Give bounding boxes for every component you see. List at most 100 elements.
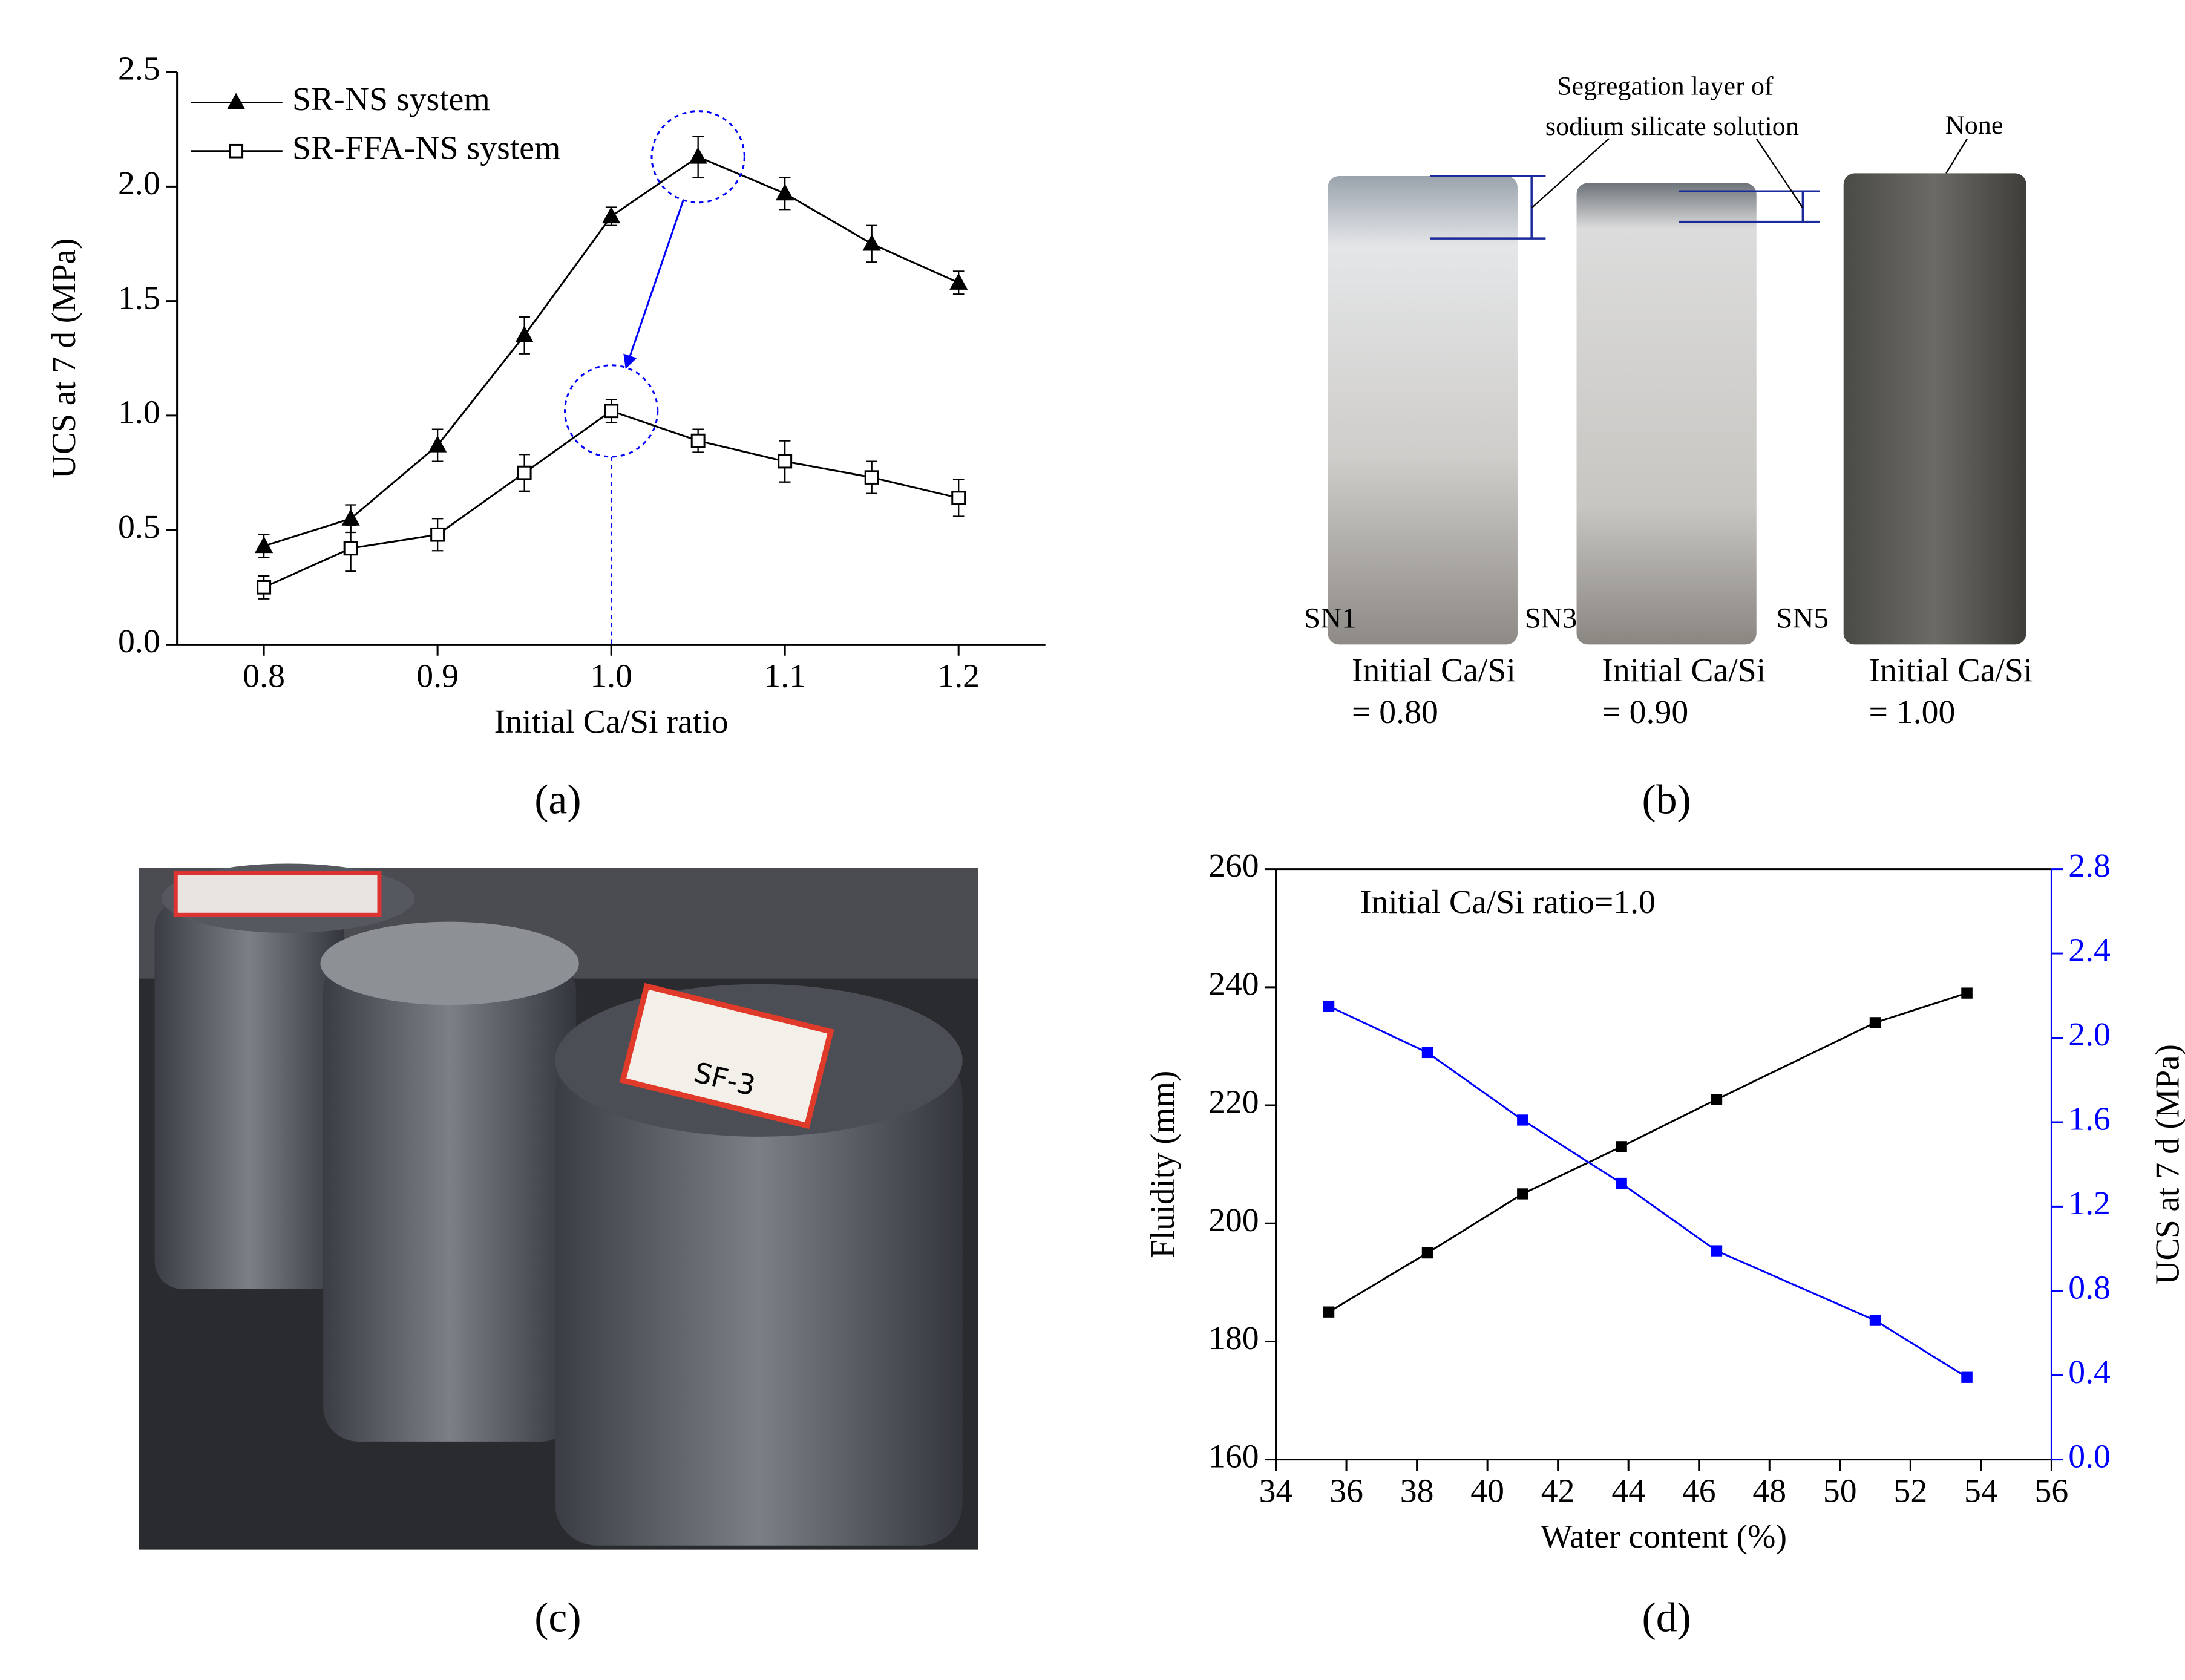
highlight-circle: [564, 364, 659, 458]
specimen-cylinder: [1576, 183, 1757, 645]
x-axis-label: Water content (%): [1541, 1518, 1787, 1555]
marker: [864, 470, 879, 485]
marker: [343, 541, 358, 556]
marker: [949, 273, 968, 290]
marker: [776, 183, 794, 201]
y-tick-label: 200: [1208, 1201, 1259, 1238]
photo-b: Segregation layer of sodium silicate sol…: [1304, 72, 2033, 823]
legend-label: SR-NS system: [292, 81, 490, 118]
marker: [257, 580, 272, 595]
panel-label: (a): [534, 776, 581, 822]
x-tick-label: 34: [1259, 1472, 1293, 1509]
x-tick-label: 44: [1611, 1472, 1645, 1509]
marker: [604, 404, 619, 419]
marker: [778, 454, 793, 469]
x-tick-label: 46: [1682, 1472, 1716, 1509]
marker: [428, 436, 447, 453]
x-tick-label: 42: [1541, 1472, 1575, 1509]
marker: [1517, 1114, 1528, 1126]
y-tick-label: 1.5: [118, 279, 160, 316]
specimen-top: [320, 921, 579, 1005]
marker: [862, 234, 881, 251]
specimen-caption: = 0.90: [1602, 693, 1688, 730]
segregation-markers: [1430, 175, 1820, 240]
y-tick-label: 220: [1208, 1084, 1259, 1120]
y-axis-label: Fluidity (mm): [1144, 1071, 1181, 1258]
annotation: None: [1945, 111, 2003, 140]
marker: [1421, 1247, 1433, 1259]
marker: [517, 465, 532, 480]
y-tick-label: 2.5: [118, 50, 160, 87]
marker: [1517, 1188, 1528, 1200]
marker: [341, 509, 360, 526]
specimen: [323, 956, 577, 1442]
y2-tick-label: 1.6: [2068, 1100, 2111, 1137]
x-axis-label: Initial Ca/Si ratio: [494, 703, 729, 740]
y2-tick-label: 2.8: [2068, 848, 2111, 884]
annotation: sodium silicate solution: [1545, 112, 1799, 141]
y2-axis-label: UCS at 7 d (MPa): [2149, 1044, 2185, 1284]
y2-tick-label: 2.0: [2068, 1016, 2111, 1053]
y2-tick-label: 0.0: [2068, 1438, 2111, 1475]
x-tick-label: 56: [2035, 1472, 2069, 1509]
y-tick-label: 260: [1208, 848, 1259, 884]
specimen-caption: Initial Ca/Si: [1869, 652, 2033, 688]
specimen: [555, 1053, 963, 1546]
y-tick-label: 2.0: [118, 165, 160, 201]
y-tick-label: 1.0: [118, 394, 160, 431]
y2-tick-label: 0.4: [2068, 1353, 2111, 1390]
leader-lines: [1531, 138, 1968, 209]
annotation: Segregation layer of: [1557, 72, 1774, 101]
x-tick-label: 38: [1400, 1472, 1434, 1509]
specimen-cylinder: [1843, 173, 2026, 645]
y-tick-label: 180: [1208, 1319, 1259, 1356]
x-tick-label: 1.0: [590, 658, 632, 695]
marker: [1961, 1371, 1973, 1383]
marker: [1961, 987, 1973, 999]
marker: [430, 527, 445, 542]
annotation: Initial Ca/Si ratio=1.0: [1360, 883, 1656, 920]
x-tick-label: 0.9: [416, 658, 459, 695]
x-tick-label: 50: [1823, 1472, 1857, 1509]
x-tick-label: 40: [1470, 1472, 1504, 1509]
marker: [1616, 1177, 1627, 1189]
y2-tick-label: 2.4: [2068, 932, 2111, 969]
x-tick-label: 48: [1752, 1472, 1786, 1509]
specimen-name: SN5: [1776, 603, 1829, 635]
x-tick-label: 1.2: [937, 658, 980, 695]
marker: [1869, 1315, 1881, 1326]
specimen-cylinder: [1328, 175, 1518, 645]
marker: [951, 491, 966, 505]
marker: [255, 536, 274, 554]
y-tick-label: 160: [1208, 1438, 1259, 1475]
specimen-tag: [173, 871, 382, 917]
marker: [689, 147, 707, 164]
specimen-caption: = 1.00: [1869, 693, 1956, 730]
specimen: [154, 901, 344, 1289]
chart: 0.8 0.9 1.0 1.1 1.2 0.0 0.5 1.0 1.5 2.0 2.5 Initial…: [45, 50, 1046, 823]
highlight-arrow: [623, 200, 684, 369]
panel-label: (d): [1642, 1594, 1691, 1640]
specimen-caption: = 0.80: [1352, 693, 1438, 730]
y2-tick-label: 1.2: [2068, 1185, 2111, 1221]
specimen-caption: Initial Ca/Si: [1602, 652, 1766, 688]
specimen-name: SN1: [1304, 603, 1357, 635]
y2-tick-label: 0.8: [2068, 1269, 2111, 1306]
x-tick-label: 36: [1329, 1472, 1363, 1509]
legend-marker: [227, 93, 246, 110]
y-tick-label: 0.0: [118, 623, 160, 659]
panel-label: (c): [534, 1594, 581, 1640]
chart: 34 36 38 40 42 44 46 48 50 52 54 56 160 180 200 220 240 2…: [1144, 848, 2185, 1641]
series-line: [1328, 992, 1968, 1313]
marker: [1616, 1141, 1627, 1152]
marker: [602, 206, 621, 224]
photo-c: SF-3 (c): [139, 863, 978, 1640]
marker: [1323, 1306, 1335, 1318]
marker: [1323, 1001, 1335, 1012]
specimen-caption: Initial Ca/Si: [1352, 652, 1516, 688]
x-tick-label: 54: [1964, 1472, 1998, 1509]
panel-label: (b): [1642, 776, 1691, 822]
specimen-name: SN3: [1525, 603, 1577, 635]
marker: [690, 433, 706, 448]
